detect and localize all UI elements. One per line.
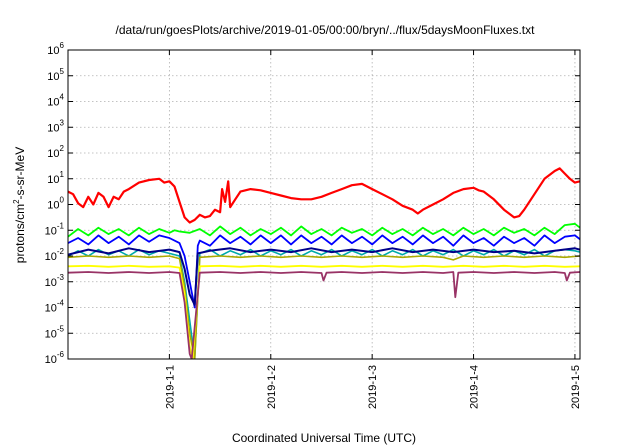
x-axis-label: Coordinated Universal Time (UTC) [232, 431, 416, 445]
y-tick-label: 103 [47, 118, 64, 134]
series-line-6 [68, 255, 580, 359]
y-tick-exponent: -5 [57, 324, 65, 333]
x-tick-label: 2019-1-5 [570, 365, 582, 409]
y-tick-label: 10-6 [45, 350, 65, 366]
series-line-8 [68, 271, 580, 359]
y-tick-exponent: 0 [60, 196, 65, 205]
y-tick-label: 10-4 [45, 299, 65, 315]
y-tick-exponent: 6 [60, 41, 65, 50]
y-axis-label: protons/cm2-s-sr-MeV [12, 147, 27, 263]
y-tick-base: 10 [47, 148, 59, 160]
y-tick-label: 105 [47, 67, 64, 83]
y-tick-exponent: 2 [60, 144, 65, 153]
y-tick-exponent: -4 [57, 299, 65, 308]
y-tick-exponent: 5 [60, 67, 65, 76]
y-tick-label: 10-1 [45, 221, 65, 237]
series-line-3 [68, 234, 580, 309]
y-tick-base: 10 [47, 97, 59, 109]
y-tick-exponent: 4 [60, 93, 65, 102]
y-tick-base: 10 [47, 71, 59, 83]
y-tick-exponent: -3 [57, 273, 65, 282]
y-tick-label: 102 [47, 144, 64, 160]
y-tick-label: 106 [47, 41, 64, 57]
y-tick-label: 101 [47, 170, 64, 186]
series-line-1 [68, 167, 580, 224]
y-tick-base: 10 [45, 354, 57, 366]
y-tick-exponent: 1 [60, 170, 65, 179]
x-tick-label: 2019-1-1 [164, 365, 176, 409]
y-tick-exponent: -6 [57, 350, 65, 359]
y-tick-label: 10-5 [45, 324, 65, 340]
axis-ticks [68, 49, 580, 360]
chart-title: /data/run/goesPlots/archive/2019-01-05/0… [116, 23, 536, 37]
y-axis-tick-labels: 10-610-510-410-310-210-11001011021031041… [45, 41, 65, 366]
y-tick-base: 10 [45, 251, 57, 263]
y-tick-exponent: -1 [57, 221, 65, 230]
x-tick-label: 2019-1-2 [266, 365, 278, 409]
y-tick-base: 10 [47, 200, 59, 212]
grid-lines [68, 50, 580, 359]
y-tick-base: 10 [47, 45, 59, 57]
x-tick-label: 2019-1-4 [469, 365, 481, 409]
y-tick-base: 10 [47, 122, 59, 134]
series-line-2 [68, 222, 580, 238]
x-axis-tick-labels: 2019-1-1 2019-1-2 2019-1-3 2019-1-4 2019-1-5 [164, 365, 582, 409]
y-tick-base: 10 [47, 174, 59, 186]
y-tick-exponent: 3 [60, 118, 65, 127]
y-tick-label: 100 [47, 196, 64, 212]
y-tick-exponent: -2 [57, 247, 65, 256]
y-tick-base: 10 [45, 328, 57, 340]
y-tick-base: 10 [45, 225, 57, 237]
y-tick-base: 10 [45, 277, 57, 289]
series-line-5 [68, 247, 580, 306]
y-tick-label: 104 [47, 93, 64, 109]
y-tick-label: 10-3 [45, 273, 65, 289]
data-series-group [68, 167, 580, 359]
y-tick-label: 10-2 [45, 247, 65, 263]
series-line-7 [68, 264, 580, 359]
y-tick-base: 10 [45, 303, 57, 315]
x-tick-label: 2019-1-3 [367, 365, 379, 409]
